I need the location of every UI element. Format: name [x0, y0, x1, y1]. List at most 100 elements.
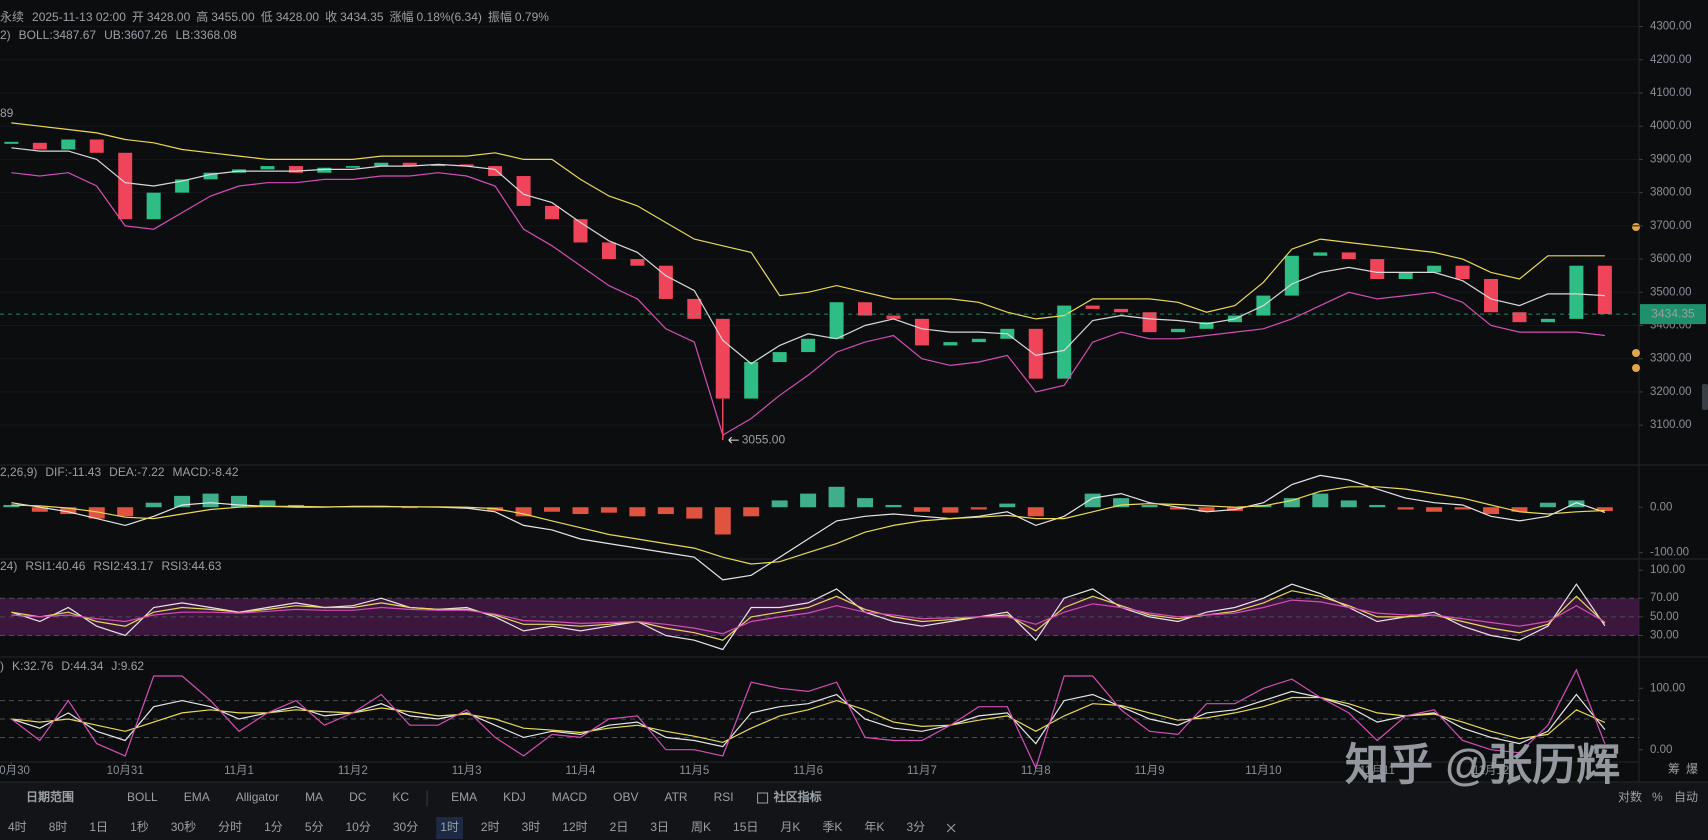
candle [118, 152, 133, 220]
timeframe-button[interactable]: 8时 [49, 820, 68, 834]
timeframe-button[interactable]: 3日 [650, 820, 669, 834]
quote-value: 3434.35 [340, 10, 384, 24]
y-tick-label: 4100.00 [1650, 87, 1692, 99]
timeframe-button[interactable]: 5分 [305, 820, 324, 834]
legend-entry: RSI3:44.63 [161, 559, 221, 573]
indicator-button[interactable]: OBV [613, 790, 638, 804]
indicator-params: 24) [0, 559, 17, 573]
high-label: 89 [0, 106, 14, 120]
macd-bar [1312, 493, 1329, 508]
macd-bar [1283, 498, 1300, 508]
quote-label: 低 [261, 10, 273, 24]
macd-bar [1141, 504, 1158, 508]
y-tick-label: 3500.00 [1650, 286, 1692, 298]
candle [1114, 308, 1129, 313]
candle [1284, 255, 1299, 296]
candle [1057, 305, 1072, 379]
candle [630, 259, 645, 266]
series-line [11, 668, 1606, 770]
timeframe-button[interactable]: 年K [864, 820, 884, 834]
timeframe-button[interactable]: 月K [780, 820, 800, 834]
macd-bar [1084, 493, 1101, 508]
candle [715, 318, 730, 399]
chart-layer: 永续 2025-11-13 02:00 开 3428.00 高 3455.00 低 3428.… [0, 9, 1706, 839]
timeframe-button[interactable]: 3时 [522, 820, 541, 834]
macd-bar [857, 498, 874, 508]
y-tick-label: 4300.00 [1650, 21, 1692, 33]
candle [744, 362, 759, 399]
macd-bar [1198, 507, 1215, 512]
y-tick-label: 0.00 [1650, 744, 1672, 756]
collapse-handle[interactable] [1702, 384, 1708, 410]
community-button[interactable]: 社区指标 [773, 789, 822, 804]
macd-bar [88, 507, 105, 519]
legend-entry: RSI1:40.46 [25, 559, 85, 573]
x-tick-label: 11月8 [1021, 765, 1051, 777]
macd-bar [401, 507, 418, 509]
timeframe-button[interactable]: 1秒 [130, 820, 149, 834]
series-line [11, 690, 1606, 748]
series-line [11, 696, 1606, 744]
timeframe-button[interactable]: 周K [691, 820, 711, 834]
timeframe-button[interactable]: 30分 [393, 820, 418, 834]
timeframe-button[interactable]: 30秒 [171, 820, 196, 834]
timeframe-button[interactable]: 3分 [906, 820, 925, 834]
y-tick-label: 3600.00 [1650, 253, 1692, 265]
candle [687, 298, 702, 319]
timeframe-button[interactable]: 1日 [89, 820, 108, 834]
macd-bar [1568, 500, 1585, 508]
legend-entry: RSI2:43.17 [93, 559, 153, 573]
candle [402, 162, 417, 167]
timeframe-button[interactable]: 12时 [562, 820, 587, 834]
series-line [11, 590, 1606, 641]
x-tick-label: 11月12 [1473, 765, 1509, 777]
candle [516, 176, 531, 206]
y-tick-label: 100.00 [1650, 682, 1685, 694]
scale-option[interactable]: % [1652, 790, 1663, 804]
indicator-button[interactable]: EMA [451, 790, 477, 804]
series-line [11, 122, 1605, 320]
y-tick-label: 0.00 [1650, 501, 1672, 513]
candle [1398, 272, 1413, 279]
indicator-button[interactable]: KC [392, 790, 409, 804]
indicator-button[interactable]: BOLL [127, 790, 158, 804]
axis-marker [1632, 364, 1640, 372]
close-icon[interactable] [946, 823, 956, 833]
timeframe-button[interactable]: 2时 [481, 820, 500, 834]
candle [431, 164, 446, 167]
indicator-button[interactable]: RSI [714, 790, 734, 804]
timeframe-button[interactable]: 分时 [218, 820, 242, 834]
legend-entry: UB:3607.26 [104, 28, 168, 42]
timeframe-button[interactable]: 4时 [8, 820, 27, 834]
timeframe-button[interactable]: 15日 [733, 820, 758, 834]
indicator-button[interactable]: MACD [552, 790, 588, 804]
timeframe-button[interactable]: 2日 [610, 820, 629, 834]
indicator-button[interactable]: MA [305, 790, 323, 804]
y-tick-label: 4000.00 [1650, 120, 1692, 132]
timeframe-button[interactable]: 1分 [264, 820, 283, 834]
candle [146, 192, 161, 220]
legend-entry: DEA:-7.22 [109, 465, 165, 479]
indicator-button[interactable]: Alligator [236, 790, 279, 804]
indicator-button[interactable]: DC [349, 790, 367, 804]
macd-bar [771, 500, 788, 508]
indicator-button[interactable]: KDJ [503, 790, 526, 804]
macd-bar [828, 486, 845, 508]
scale-option[interactable]: 对数 [1618, 789, 1642, 804]
macd-bar [202, 493, 219, 508]
timeframe-button[interactable]: 10分 [346, 820, 371, 834]
timeframe-button[interactable]: 1时 [440, 820, 459, 834]
quote-label: 开 [132, 10, 144, 24]
watermark: 知乎 @张历辉 [1345, 741, 1620, 790]
candle [1171, 328, 1186, 333]
scale-option[interactable]: 自动 [1674, 790, 1698, 804]
x-tick-label: 11月3 [452, 765, 482, 777]
candle [1484, 279, 1499, 313]
x-tick-label: 11月7 [907, 765, 937, 777]
indicator-button[interactable]: ATR [664, 790, 687, 804]
candle [203, 172, 218, 180]
x-tick-label: 11月1 [224, 765, 254, 777]
timeframe-button[interactable]: 季K [822, 820, 842, 834]
axis-marker [1632, 223, 1640, 231]
indicator-button[interactable]: EMA [184, 790, 210, 804]
